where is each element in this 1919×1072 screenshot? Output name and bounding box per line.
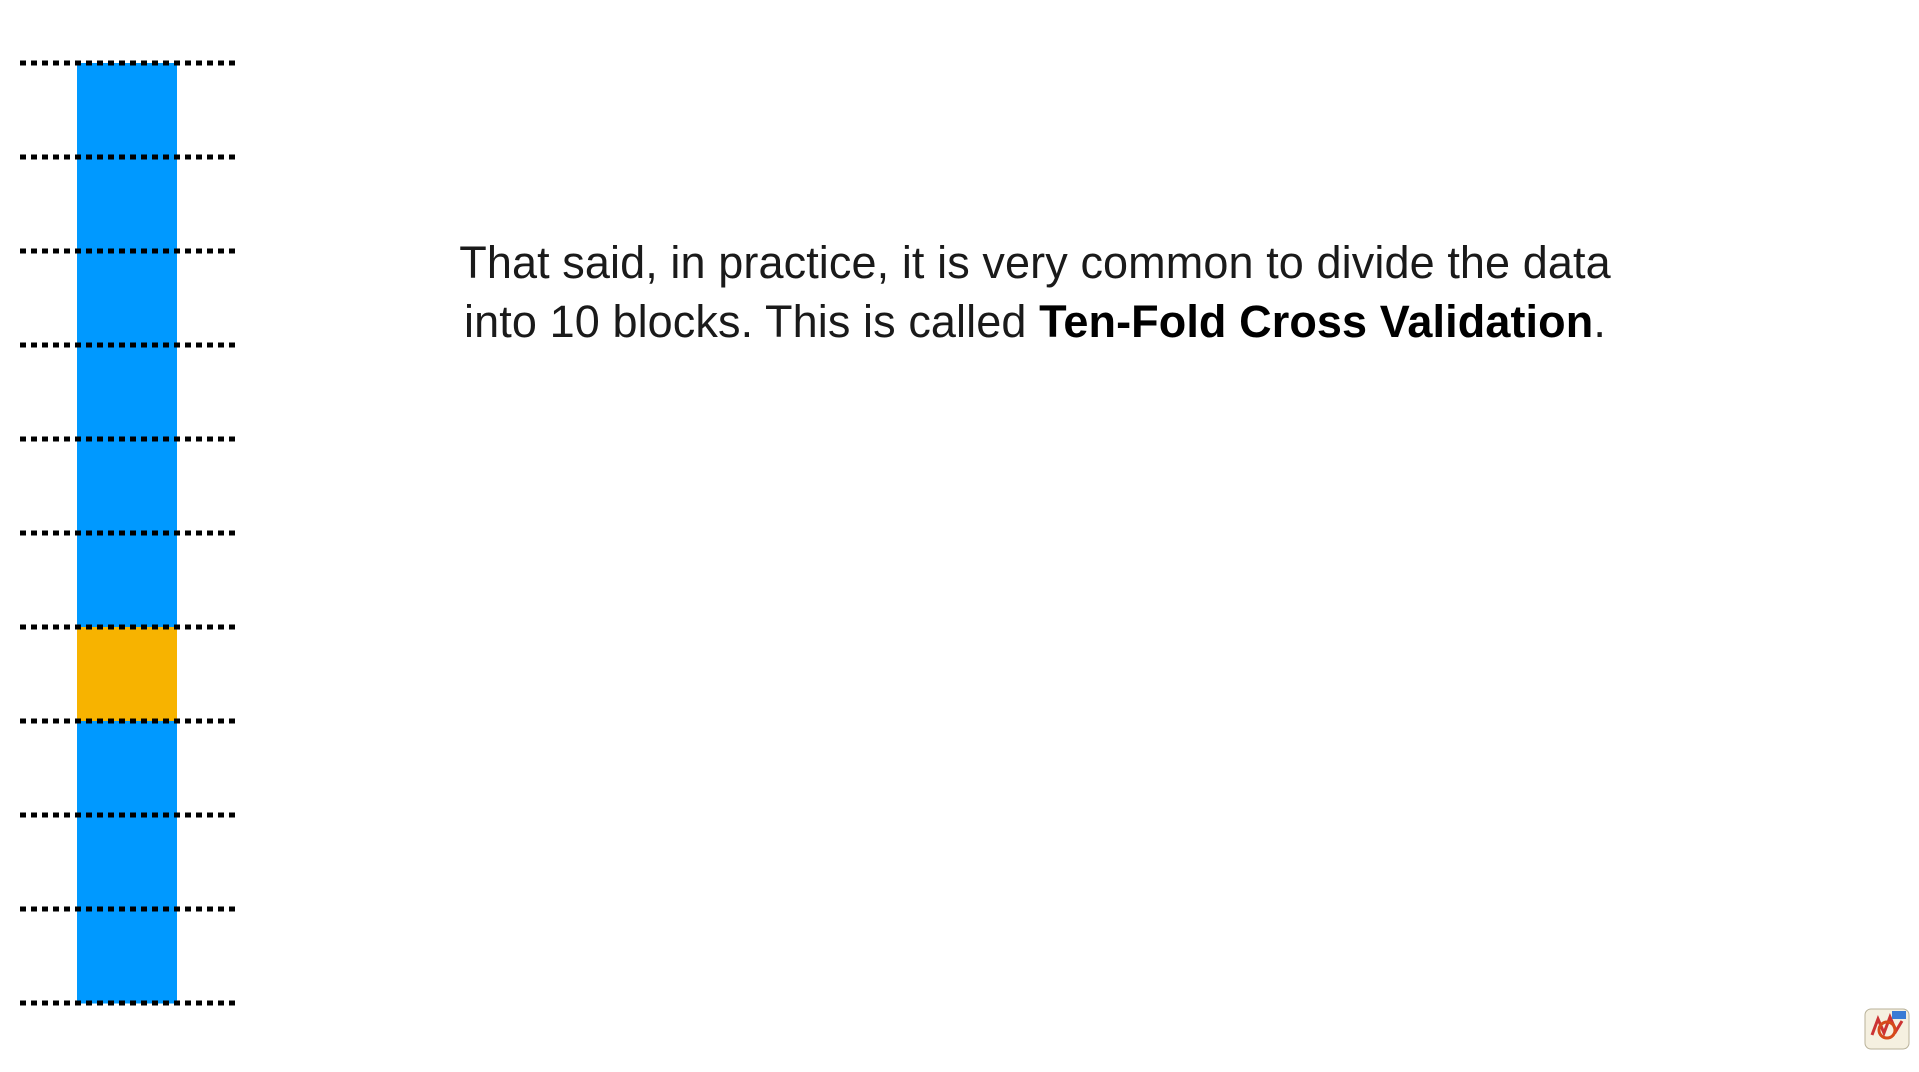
data-block <box>77 157 177 252</box>
data-block <box>77 533 177 628</box>
data-block <box>77 721 177 816</box>
caption-period: . <box>1593 296 1606 347</box>
data-blocks <box>77 63 177 1004</box>
caption-emphasis: Ten-Fold Cross Validation <box>1039 296 1594 347</box>
highlighted-block <box>77 627 177 722</box>
data-block <box>77 909 177 1004</box>
data-block <box>77 251 177 346</box>
slide-caption: That said, in practice, it is very commo… <box>420 233 1650 351</box>
data-block <box>77 439 177 534</box>
caption-text: That said, in practice, it is very commo… <box>459 237 1611 347</box>
data-block <box>77 345 177 440</box>
data-block <box>77 815 177 910</box>
block-dividers <box>20 60 240 1006</box>
ten-fold-blocks-diagram <box>20 60 240 1006</box>
data-block <box>77 63 177 158</box>
statquest-logo-icon <box>1864 1008 1910 1050</box>
